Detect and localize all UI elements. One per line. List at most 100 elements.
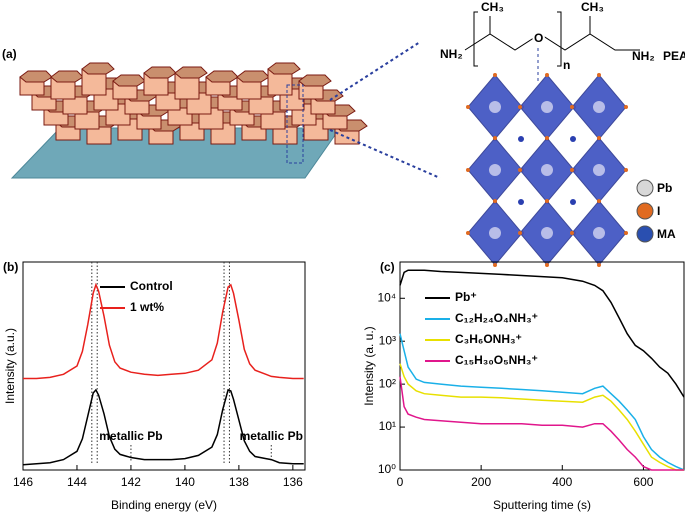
ma-ion [518,199,524,205]
legend-label: MA [657,227,676,241]
y-tick-label: 10⁴ [377,290,396,304]
x-tick-label: 144 [67,475,87,489]
legend: Pb I MA [636,179,676,243]
legend-label: C₁₅H₃₀O₅NH₃⁺ [455,353,538,367]
grain-top [81,62,115,75]
pb-atom [489,164,501,176]
legend-label: Pb [657,181,672,195]
legend-label: C₁₂H₂₄O₄NH₃⁺ [455,311,538,325]
ma-ion [570,199,576,205]
ma-ion [518,136,524,142]
series-line [399,333,685,471]
legend-label: 1 wt% [130,300,164,314]
grain-top [50,70,84,83]
mol-text: PEA [663,49,685,63]
x-axis-label: Sputtering time (s) [493,498,591,512]
i-atom [466,231,470,235]
mol-text: NH₂ [440,47,463,61]
annotation: metallic Pb [99,429,162,443]
i-atom [466,168,470,172]
x-tick-label: 0 [397,475,404,489]
pb-atom [593,227,605,239]
i-atom [570,105,574,109]
pb-atom [541,164,553,176]
i-atom [545,136,549,140]
i-atom [545,73,549,77]
legend-label: I [657,204,660,218]
mol-text: CH₃ [481,0,504,14]
y-tick-label: 10¹ [379,419,396,433]
perovskite [466,73,628,267]
i-atom [493,199,497,203]
plot-frame [399,261,685,471]
grain-top [112,74,146,87]
panel-label: (c) [380,260,395,274]
zoom-box [286,84,304,164]
grain-top [236,70,270,83]
pb-atom [541,227,553,239]
y-axis-label: Intensity (a.u.) [3,328,17,404]
grain-top [298,74,332,87]
grain-top [267,62,301,75]
series-line [399,376,684,471]
x-tick-label: 200 [471,475,491,489]
pb-atom [541,101,553,113]
i-atom [597,199,601,203]
i-atom [624,105,628,109]
grain-top [19,70,53,83]
series-line [399,269,685,398]
i-atom [518,231,522,235]
panel-label: (b) [3,260,18,274]
y-axis-label: Intensity (a. u.) [362,326,376,405]
legend-swatch [636,179,654,197]
grain-top [143,66,177,79]
y-tick-label: 10³ [379,333,396,347]
i-atom [545,263,549,267]
mol-text: NH₂ [632,49,655,63]
pb-atom [593,101,605,113]
series-line [23,282,304,380]
annotation: metallic Pb [240,429,303,443]
legend-label: C₃H₆ONH₃⁺ [455,332,522,346]
i-atom [624,168,628,172]
grain-top [174,66,208,79]
mol-text: CH₃ [581,0,604,14]
legend-label: Pb⁺ [455,290,477,304]
x-tick-label: 140 [175,475,195,489]
legend-swatch [636,225,654,243]
i-atom [597,136,601,140]
y-tick-label: 10² [379,376,396,390]
i-atom [570,231,574,235]
i-atom [570,168,574,172]
mol-text-bg: O [534,31,543,45]
i-atom [518,168,522,172]
mol-text: O [534,31,543,45]
x-tick-label: 138 [229,475,249,489]
i-atom [518,105,522,109]
pb-atom [489,101,501,113]
x-tick-label: 142 [121,475,141,489]
x-tick-label: 146 [13,475,33,489]
legend-label: Control [130,279,173,293]
panel-label: (a) [2,47,17,61]
ma-ion [570,136,576,142]
i-atom [545,199,549,203]
i-atom [493,136,497,140]
legend-swatch [636,202,654,220]
grain-top [205,70,239,83]
y-tick-label: 10⁰ [378,462,396,476]
pb-atom [593,164,605,176]
i-atom [624,231,628,235]
x-tick-label: 600 [633,475,653,489]
mol-text: n [563,58,570,72]
pb-atom [489,227,501,239]
i-atom [466,105,470,109]
x-axis-label: Binding energy (eV) [111,498,217,512]
molecule [464,11,640,67]
zoom-line [329,41,421,101]
x-tick-label: 136 [283,475,303,489]
x-tick-label: 400 [552,475,572,489]
film [19,62,368,145]
